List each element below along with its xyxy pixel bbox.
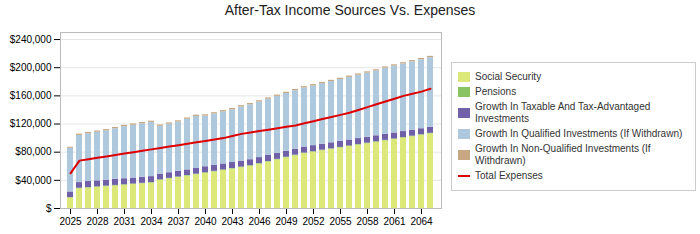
html-text:Pensions: Pensions <box>475 85 517 97</box>
svg-text:2055: 2055 <box>329 216 352 227</box>
svg-text:$200,000: $200,000 <box>10 62 52 73</box>
svg-text:2061: 2061 <box>383 216 406 227</box>
svg-text:$80,000: $80,000 <box>15 146 52 157</box>
svg-text:2046: 2046 <box>248 216 271 227</box>
svg-text:2058: 2058 <box>356 216 379 227</box>
svg-text:2037: 2037 <box>167 216 190 227</box>
svg-text:$240,000: $240,000 <box>10 34 52 45</box>
svg-text:2043: 2043 <box>221 216 244 227</box>
svg-text:2049: 2049 <box>275 216 298 227</box>
html-text:Social Security: Social Security <box>475 70 542 82</box>
html-text:Growth In Qualified Investment: Growth In Qualified Investments (If With… <box>475 127 683 139</box>
svg-text:2040: 2040 <box>194 216 217 227</box>
svg-text:$40,000: $40,000 <box>15 175 52 186</box>
svg-text:2025: 2025 <box>59 216 82 227</box>
html-text:Total Expenses: Total Expenses <box>475 169 543 181</box>
html-text:Growth In Non-Qualified Invest: Growth In Non-Qualified Investments (If … <box>475 142 651 166</box>
svg-text:2034: 2034 <box>140 216 163 227</box>
html-text:Growth In Taxable And Tax-Adva: Growth In Taxable And Tax-Advantaged Inv… <box>475 100 651 124</box>
svg-text:2028: 2028 <box>86 216 109 227</box>
svg-text:$: $ <box>46 203 52 214</box>
svg-text:$120,000: $120,000 <box>10 118 52 129</box>
html-text:After-Tax Income Sources Vs. E: After-Tax Income Sources Vs. Expenses <box>224 2 476 18</box>
svg-text:2031: 2031 <box>113 216 136 227</box>
svg-text:2052: 2052 <box>302 216 325 227</box>
svg-text:$160,000: $160,000 <box>10 90 52 101</box>
svg-text:2064: 2064 <box>410 216 433 227</box>
